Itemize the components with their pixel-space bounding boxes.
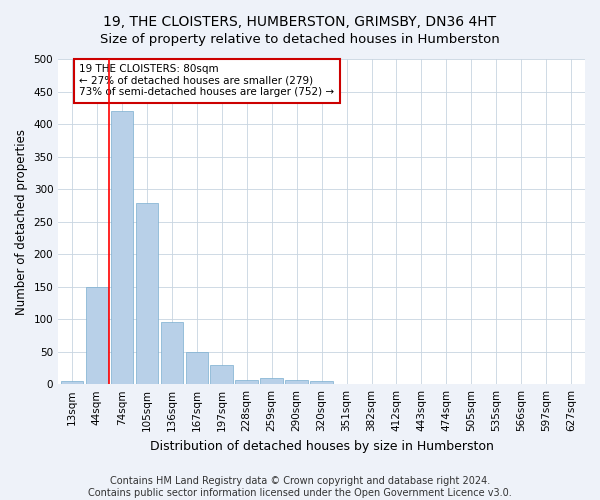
Text: Contains HM Land Registry data © Crown copyright and database right 2024.
Contai: Contains HM Land Registry data © Crown c… — [88, 476, 512, 498]
Text: Size of property relative to detached houses in Humberston: Size of property relative to detached ho… — [100, 32, 500, 46]
Bar — [110, 111, 133, 384]
Bar — [61, 381, 83, 384]
Y-axis label: Number of detached properties: Number of detached properties — [15, 128, 28, 314]
Bar — [185, 352, 208, 384]
Text: 19, THE CLOISTERS, HUMBERSTON, GRIMSBY, DN36 4HT: 19, THE CLOISTERS, HUMBERSTON, GRIMSBY, … — [103, 15, 497, 29]
X-axis label: Distribution of detached houses by size in Humberston: Distribution of detached houses by size … — [149, 440, 494, 452]
Bar — [286, 380, 308, 384]
Bar — [211, 364, 233, 384]
Bar — [161, 322, 183, 384]
Bar — [310, 381, 333, 384]
Bar — [86, 286, 108, 384]
Bar — [260, 378, 283, 384]
Bar — [136, 204, 158, 384]
Text: 19 THE CLOISTERS: 80sqm
← 27% of detached houses are smaller (279)
73% of semi-d: 19 THE CLOISTERS: 80sqm ← 27% of detache… — [79, 64, 335, 98]
Bar — [235, 380, 258, 384]
